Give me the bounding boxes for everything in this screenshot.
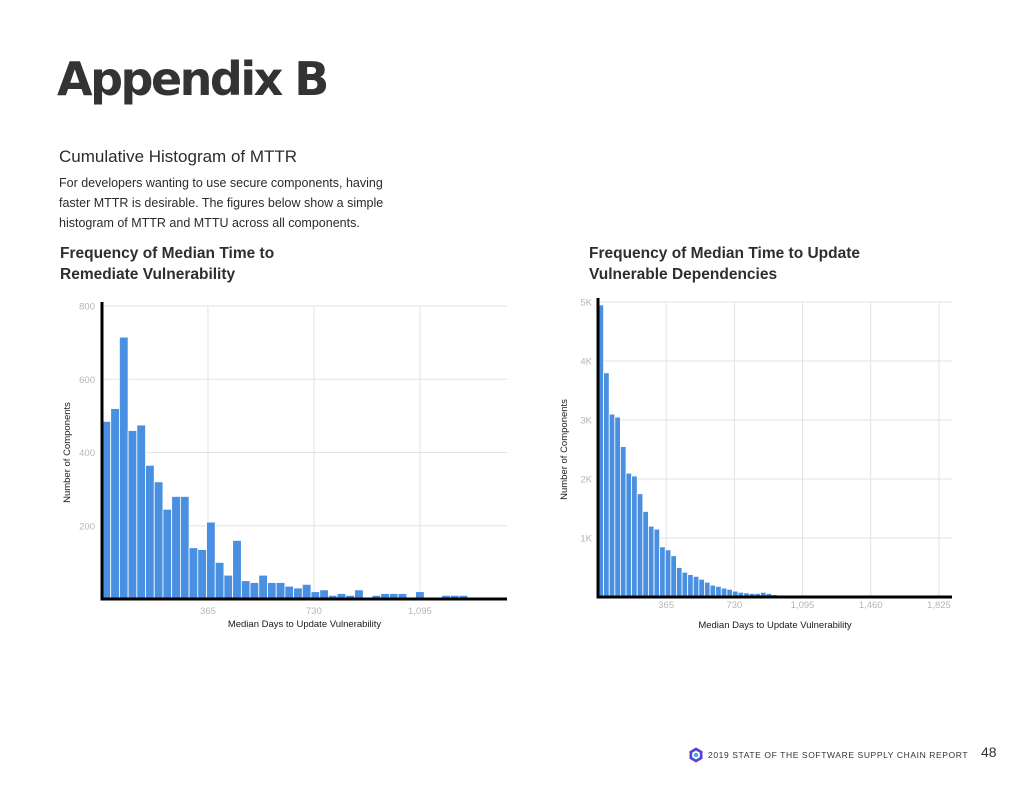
histogram-bar bbox=[214, 561, 225, 600]
histogram-bar bbox=[119, 336, 129, 600]
histogram-bar bbox=[232, 539, 242, 600]
histogram-bar bbox=[179, 496, 190, 600]
histogram-bar bbox=[171, 496, 181, 600]
histogram-bar bbox=[676, 567, 683, 598]
histogram-bar bbox=[681, 571, 689, 598]
histogram-bar bbox=[692, 575, 700, 598]
histogram-bar bbox=[648, 525, 655, 598]
histogram-bar bbox=[240, 580, 251, 600]
chart-title-remediate: Frequency of Median Time to Remediate Vu… bbox=[60, 245, 275, 283]
histogram-bar bbox=[687, 574, 694, 598]
histogram-bar bbox=[127, 430, 138, 600]
x-tick-label: 1,095 bbox=[408, 606, 432, 617]
x-axis-label: Median Days to Update Vulnerability bbox=[228, 619, 382, 630]
y-tick-label: 5K bbox=[580, 298, 592, 309]
histogram-bar bbox=[620, 446, 627, 598]
y-tick-label: 200 bbox=[79, 521, 95, 532]
histogram-bar bbox=[153, 481, 164, 600]
histogram-bar bbox=[664, 549, 672, 598]
histogram-bar bbox=[275, 582, 286, 600]
y-axis-label: Number of Components bbox=[559, 399, 570, 500]
histogram-bar bbox=[223, 574, 234, 600]
histogram-update-dependencies: 1K 2K 3K 4K 5K 365 730 1,095 1,460 1,825 Median Da… bbox=[559, 298, 952, 631]
histogram-bar bbox=[258, 574, 268, 600]
histogram-bar bbox=[704, 581, 711, 598]
histogram-bar bbox=[162, 508, 173, 600]
histogram-bar bbox=[267, 582, 277, 600]
histogram-bar bbox=[197, 549, 207, 600]
histogram-bar bbox=[642, 511, 649, 598]
histogram-bar bbox=[206, 521, 216, 600]
histogram-bar bbox=[301, 583, 312, 600]
y-tick-label: 1K bbox=[580, 534, 592, 545]
y-tick-label: 800 bbox=[79, 302, 95, 313]
section-title: Cumulative Histogram of MTTR bbox=[59, 147, 298, 166]
histogram-bar bbox=[653, 528, 661, 598]
y-tick-label: 2K bbox=[580, 475, 592, 486]
page-title: Appendix B bbox=[57, 52, 329, 106]
histogram-bar bbox=[709, 584, 717, 598]
hexagon-logo-icon bbox=[689, 747, 703, 763]
histogram-bar bbox=[136, 424, 146, 600]
histogram-bar bbox=[631, 475, 638, 598]
histogram-bar bbox=[625, 472, 633, 598]
histogram-bar bbox=[284, 585, 295, 600]
histogram-bar bbox=[145, 464, 155, 600]
histogram-bar bbox=[188, 547, 199, 600]
page-number: 48 bbox=[981, 744, 997, 760]
histogram-remediate-vulnerability: 200 400 600 800 365 730 1,095 Median Days to Up… bbox=[62, 302, 507, 630]
histogram-bar bbox=[603, 372, 610, 598]
x-axis-label: Median Days to Update Vulnerability bbox=[698, 620, 852, 631]
x-tick-label: 730 bbox=[726, 600, 742, 611]
histogram-bar bbox=[659, 546, 666, 598]
y-axis-label: Number of Components bbox=[62, 402, 73, 503]
histogram-bar bbox=[249, 582, 260, 600]
histogram-bar bbox=[614, 416, 621, 598]
y-tick-label: 4K bbox=[580, 357, 592, 368]
histogram-bar bbox=[698, 578, 705, 598]
x-tick-label: 730 bbox=[306, 606, 322, 617]
footer: 2019 STATE OF THE SOFTWARE SUPPLY CHAIN … bbox=[689, 746, 968, 764]
footer-report-title: 2019 STATE OF THE SOFTWARE SUPPLY CHAIN … bbox=[708, 750, 969, 760]
x-tick-label: 1,095 bbox=[791, 600, 815, 611]
x-tick-label: 365 bbox=[658, 600, 674, 611]
x-tick-label: 1,460 bbox=[859, 600, 883, 611]
histogram-bar bbox=[293, 587, 303, 600]
x-tick-label: 1,825 bbox=[927, 600, 951, 611]
histogram-bar bbox=[715, 585, 722, 598]
chart-title-update: Frequency of Median Time to Update Vulne… bbox=[589, 245, 861, 283]
y-tick-label: 600 bbox=[79, 375, 95, 386]
histogram-bar bbox=[110, 408, 120, 600]
intro-paragraph: For developers wanting to use secure com… bbox=[59, 176, 384, 230]
x-tick-label: 365 bbox=[200, 606, 216, 617]
histogram-bar bbox=[670, 555, 677, 598]
y-tick-label: 3K bbox=[580, 416, 592, 427]
histogram-bar bbox=[608, 413, 616, 598]
histogram-bar bbox=[636, 493, 644, 598]
y-tick-label: 400 bbox=[79, 448, 95, 459]
